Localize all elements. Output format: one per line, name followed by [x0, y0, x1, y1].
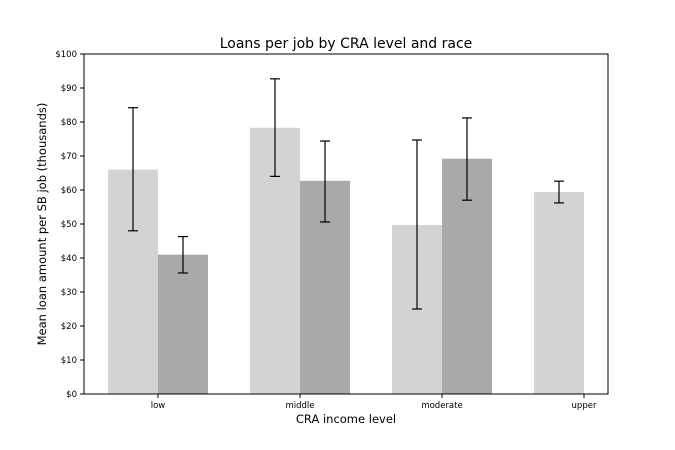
y-tick-label: $20: [61, 322, 77, 332]
bar-series2-low: [158, 254, 208, 394]
x-tick-label: middle: [285, 401, 314, 411]
bar-series1-upper: [534, 192, 584, 394]
x-tick-label: low: [151, 401, 166, 411]
y-tick-label: $90: [61, 84, 77, 94]
y-tick-label: $60: [61, 186, 77, 196]
error-bar-series1-middle: [270, 78, 280, 177]
error-bar-series2-low: [178, 235, 188, 274]
x-tick-label: upper: [572, 401, 597, 411]
x-axis-label: CRA income level: [296, 412, 396, 426]
error-bar-series1-low: [128, 107, 138, 232]
plot-frame: [83, 53, 609, 395]
y-tick-label: $50: [61, 220, 77, 230]
y-tick-label: $10: [61, 356, 77, 366]
y-axis-label: Mean loan amount per SB job (thousands): [35, 103, 49, 346]
y-tick-label: $80: [61, 118, 77, 128]
error-bar-series1-upper: [554, 180, 564, 204]
ticks-group: $0 $10 $20 $30 $40 $50 $60 $70 $80 $90 $100 low midd…: [55, 50, 597, 411]
y-tick-label: $30: [61, 288, 77, 298]
x-tick-label: moderate: [421, 401, 462, 411]
error-bar-series2-middle: [320, 140, 330, 223]
bars-group: [108, 127, 584, 394]
y-tick-label: $70: [61, 152, 77, 162]
y-tick-label: $40: [61, 254, 77, 264]
error-bar-series1-moderate: [412, 139, 422, 310]
y-tick-label: $0: [66, 390, 77, 400]
error-bars-group: [128, 78, 564, 310]
error-bar-series2-moderate: [462, 117, 472, 201]
chart-title: Loans per job by CRA level and race: [220, 36, 473, 52]
y-tick-label: $100: [55, 50, 77, 60]
